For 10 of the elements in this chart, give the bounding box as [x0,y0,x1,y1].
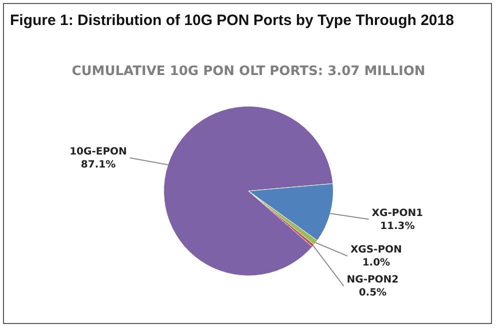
data-label: 1.0% [362,258,390,269]
chart-title: Figure 1: Distribution of 10G PON Ports by Type Through 2018 [10,12,454,29]
slice-label: NG-PON2 [346,274,399,286]
slice-label: XGS-PON [350,244,402,256]
chart-subtitle: CUMULATIVE 10G PON OLT PORTS: 3.07 MILLION [70,64,426,79]
data-label: 87.1% [80,159,116,170]
slice-label: XG-PON1 [372,208,424,219]
slice-label: 10G-EPON [70,146,127,158]
data-label: 11.3% [380,220,415,232]
data-label: 0.5% [358,288,387,299]
